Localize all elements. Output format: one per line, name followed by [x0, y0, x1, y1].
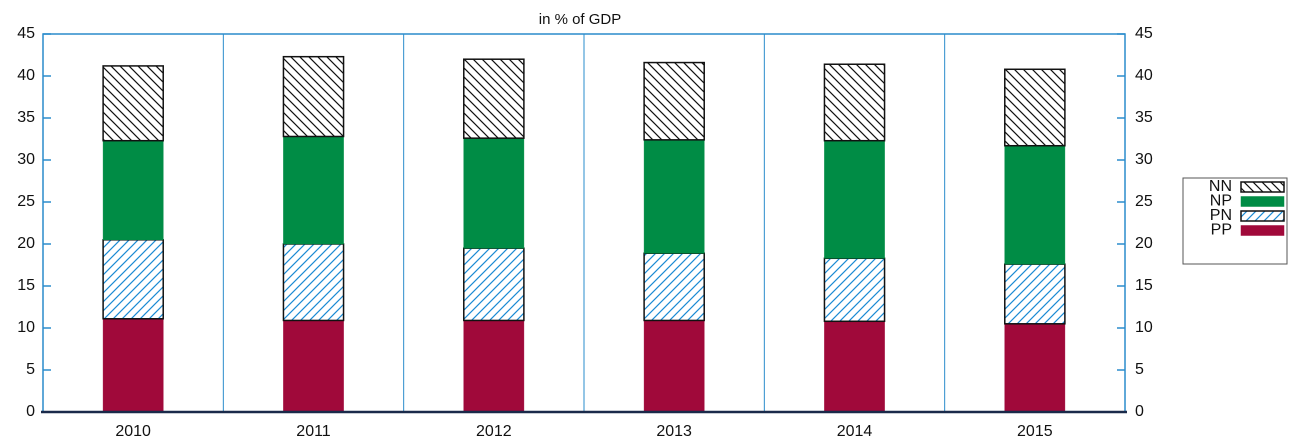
legend-swatch — [1240, 196, 1285, 207]
y2-tick-label: 45 — [1135, 25, 1153, 42]
y2-tick-label: 5 — [1135, 361, 1144, 378]
legend-label: PN — [1210, 207, 1232, 224]
x-tick-label: 2015 — [1017, 423, 1053, 439]
x-tick-label: 2013 — [656, 423, 692, 439]
y2-tick-label: 0 — [1135, 403, 1144, 420]
y2-tick-label: 15 — [1135, 277, 1153, 294]
chart-title: in % of GDP — [539, 11, 622, 28]
bar-segment — [283, 136, 344, 245]
y-tick-label: 35 — [17, 109, 35, 126]
legend-swatch — [1240, 225, 1285, 236]
y-tick-label: 15 — [17, 277, 35, 294]
bar-segment — [102, 65, 164, 142]
x-tick-label: 2014 — [837, 423, 873, 439]
bar-segment — [823, 257, 886, 323]
y-tick-label: 5 — [26, 361, 35, 378]
bar-segment — [282, 243, 345, 322]
bar-segment — [283, 320, 344, 413]
legend-swatch — [1240, 210, 1285, 222]
y2-tick-label: 10 — [1135, 319, 1153, 336]
bar-segment — [643, 139, 705, 254]
bar-segment — [463, 137, 525, 249]
bar-segment — [643, 61, 705, 141]
bar-segment — [643, 320, 705, 413]
bar-segment — [1004, 68, 1066, 147]
bar-segment — [463, 320, 525, 413]
y-tick-label: 20 — [17, 235, 35, 252]
y2-tick-label: 25 — [1135, 193, 1153, 210]
bar-segment — [102, 239, 164, 320]
bar-segment — [1004, 323, 1066, 413]
y-tick-label: 40 — [17, 67, 35, 84]
legend-label: NN — [1209, 178, 1232, 195]
x-tick-label: 2012 — [476, 423, 512, 439]
legend-swatch — [1240, 181, 1285, 193]
y-tick-label: 30 — [17, 151, 35, 168]
x-tick-label: 2010 — [115, 423, 151, 439]
y2-tick-label: 30 — [1135, 151, 1153, 168]
bar-segment — [824, 140, 885, 259]
legend-label: PP — [1211, 222, 1232, 239]
y-tick-label: 0 — [26, 403, 35, 420]
bar-segment — [102, 140, 164, 241]
bar-segment — [643, 252, 705, 322]
bar-segment — [282, 55, 345, 138]
y-tick-label: 45 — [17, 25, 35, 42]
bar-segment — [463, 58, 525, 139]
bar-segment — [1004, 263, 1066, 325]
bar-segment — [1004, 145, 1066, 265]
y2-tick-label: 40 — [1135, 67, 1153, 84]
y2-tick-label: 20 — [1135, 235, 1153, 252]
legend-label: NP — [1210, 193, 1232, 210]
bar-segment — [463, 247, 525, 322]
y-tick-label: 10 — [17, 319, 35, 336]
x-tick-label: 2011 — [296, 423, 331, 439]
y2-tick-label: 35 — [1135, 109, 1153, 126]
bar-segment — [824, 321, 885, 413]
y-tick-label: 25 — [17, 193, 35, 210]
bar-segment — [102, 318, 164, 413]
bar-segment — [823, 63, 886, 142]
